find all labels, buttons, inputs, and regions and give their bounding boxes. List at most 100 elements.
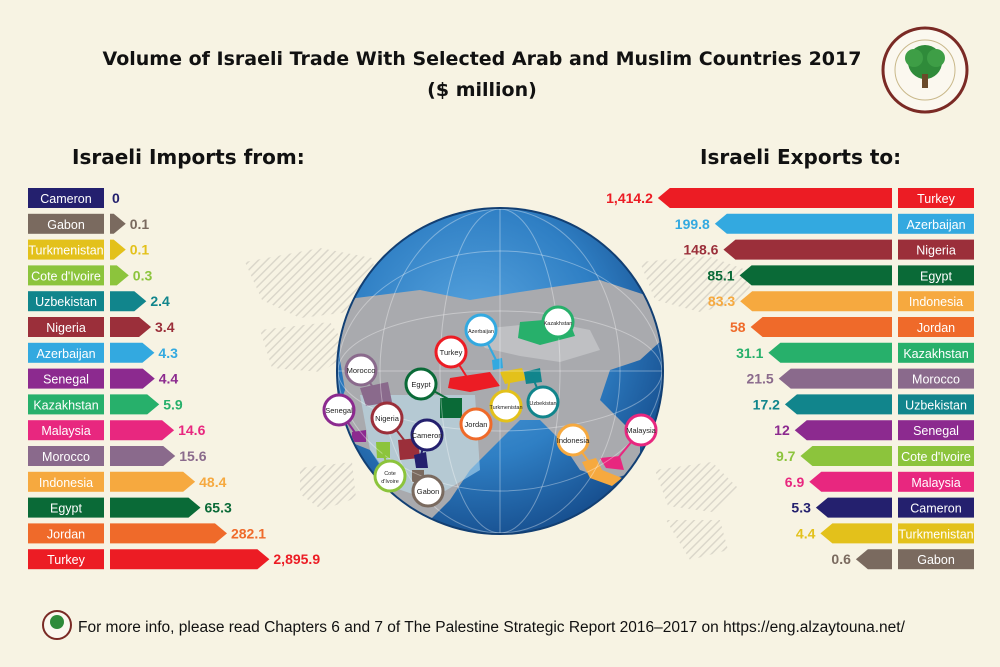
exports-category-box [898, 497, 974, 518]
exports-bar [723, 239, 892, 260]
exports-bar [815, 497, 892, 518]
exports-category-label: Cote d'Ivoire [901, 450, 971, 464]
exports-value-label: 6.9 [785, 474, 805, 490]
background-world-map [245, 248, 752, 560]
exports-category-label: Azerbaijan [906, 218, 965, 232]
exports-value-label: 0.6 [831, 551, 851, 567]
imports-category-label: Gabon [47, 218, 85, 232]
map-callout-circle [624, 413, 658, 447]
map-country-label: Gabon [417, 487, 440, 496]
imports-category-box [28, 549, 104, 570]
exports-bar [784, 394, 892, 415]
chart-title: Volume of Israeli Trade With Selected Ar… [103, 48, 862, 70]
imports-category-label: Egypt [50, 502, 82, 516]
imports-bar [110, 523, 227, 544]
exports-category-label: Senegal [913, 424, 959, 438]
imports-value-label: 48.4 [199, 474, 226, 490]
map-callout-circle [459, 407, 493, 441]
imports-category-box [28, 342, 104, 363]
imports-value-label: 282.1 [231, 525, 266, 541]
exports-value-label: 12 [774, 422, 790, 438]
map-callout-circle [344, 353, 378, 387]
map-callout-circle [464, 313, 498, 347]
exports-bar [750, 317, 892, 337]
map-callout-circle [410, 418, 444, 452]
exports-bar [800, 446, 892, 466]
exports-category-box [898, 317, 974, 337]
imports-value-label: 4.3 [158, 345, 178, 361]
exports-bar [855, 549, 892, 570]
exports-category-box [898, 446, 974, 466]
map-country-label: d'Ivoire [381, 479, 399, 485]
imports-value-label: 0.1 [130, 216, 150, 232]
imports-value-label: 4.4 [159, 371, 179, 387]
imports-category-box [28, 446, 104, 466]
exports-category-label: Jordan [917, 321, 955, 335]
exports-value-label: 85.1 [707, 267, 734, 283]
imports-bar [110, 549, 270, 570]
imports-bar [110, 291, 147, 312]
imports-category-label: Kazakhstan [33, 398, 98, 412]
imports-bar [110, 368, 155, 389]
imports-category-box [28, 394, 104, 415]
imports-bar [110, 213, 126, 234]
exports-category-box [898, 368, 974, 389]
imports-bar [110, 420, 175, 441]
map-country-label: Kazakhstan [544, 321, 573, 327]
imports-value-label: 2.4 [150, 293, 170, 309]
imports-category-label: Morocco [42, 450, 90, 464]
imports-value-label: 14.6 [178, 422, 205, 438]
map-country-label: Uzbekistan [529, 401, 556, 407]
exports-value-label: 148.6 [683, 242, 718, 258]
imports-value-label: 0.1 [130, 242, 150, 258]
imports-value-label: 2,895.9 [273, 551, 320, 567]
map-callout-circle [526, 385, 560, 419]
exports-chart: Turkey 1,414.2 Azerbaijan 199.8 Nigeria 148.6… [606, 188, 974, 570]
imports-value-label: 0.3 [133, 267, 153, 283]
map-country-label: Jordan [465, 420, 488, 429]
imports-bar [110, 446, 176, 466]
map-country-label: Indonesia [557, 436, 590, 445]
imports-value-label: 65.3 [205, 500, 232, 516]
imports-bar [110, 394, 160, 415]
exports-value-label: 17.2 [753, 396, 780, 412]
map-callout-circle [322, 393, 356, 427]
exports-bar [740, 291, 892, 312]
imports-bar [110, 239, 126, 260]
map-callout-circle [434, 335, 468, 369]
exports-category-label: Cameron [910, 502, 961, 516]
exports-bar [809, 471, 892, 492]
imports-bar [110, 317, 152, 337]
exports-category-box [898, 291, 974, 312]
imports-category-label: Nigeria [46, 321, 86, 335]
imports-category-box [28, 497, 104, 518]
imports-category-box [28, 188, 104, 208]
map-country-label: Cote [384, 471, 396, 477]
exports-category-box [898, 188, 974, 208]
exports-value-label: 4.4 [796, 525, 816, 541]
exports-bar [794, 420, 892, 441]
imports-bar [110, 265, 129, 286]
exports-category-box [898, 523, 974, 544]
exports-value-label: 9.7 [776, 448, 796, 464]
imports-bar [110, 497, 201, 518]
exports-category-label: Indonesia [909, 295, 963, 309]
imports-category-box [28, 317, 104, 337]
exports-bar [820, 523, 892, 544]
exports-category-box [898, 549, 974, 570]
exports-value-label: 31.1 [736, 345, 763, 361]
map-country-label: Egypt [411, 380, 431, 389]
imports-category-box [28, 291, 104, 312]
imports-category-box [28, 239, 104, 260]
imports-bar [110, 471, 196, 492]
imports-category-box [28, 213, 104, 234]
exports-category-box [898, 394, 974, 415]
map-country-label: Morocco [347, 366, 376, 375]
map-callout-circle [404, 367, 438, 401]
globe-gridlines [338, 209, 662, 533]
exports-category-box [898, 471, 974, 492]
map-country-label: Turkey [440, 348, 463, 357]
exports-category-label: Turkey [917, 192, 955, 206]
exports-value-label: 21.5 [746, 371, 773, 387]
